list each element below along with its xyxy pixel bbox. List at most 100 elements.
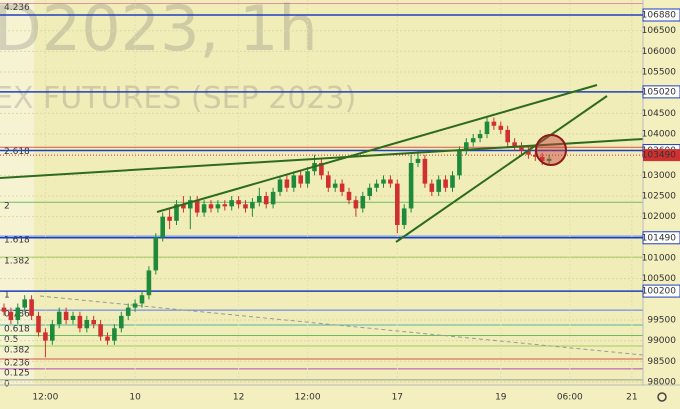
y-tick-label: 104500 [642,109,677,119]
y-tick-label: 99500 [647,316,676,326]
candle-body [353,200,359,209]
candle-body [539,156,545,161]
fib-label: 0.5 [4,335,18,345]
fib-label: 2.618 [4,147,30,157]
candle-body [429,183,435,192]
candle-body [160,216,165,238]
level-box [642,8,680,22]
fib-label: 0.236 [4,358,30,368]
candle-body [229,200,234,207]
candle-body [105,336,110,341]
x-tick-label: 10 [129,393,141,403]
y-tick-label: 104000 [642,130,677,140]
x-tick-label: 06:00 [557,393,583,403]
candle-body [374,183,379,188]
candle-body [381,179,386,184]
y-tick-label: 100500 [642,274,677,284]
candle-body [546,158,552,161]
candle-body [125,307,131,316]
trend-line [156,84,598,213]
candle-body [174,204,179,221]
candle-body [250,202,255,209]
candle-body [236,200,241,205]
fib-label: 2 [4,202,10,212]
level-box [642,85,680,99]
candle-body [208,204,214,209]
axis-group: 98000 98500 99000 99500 100500 101000 102000 10… [32,8,680,403]
candle-body [367,187,372,197]
level-box [642,284,680,298]
candle-body [498,125,504,130]
candle-body [512,142,517,147]
x-tick-label: 17 [392,393,403,403]
x-tick-label: 12:00 [32,393,58,403]
x-tick-label: 12:00 [295,393,321,403]
price-axis [643,0,680,409]
level-label: 101490 [642,233,677,243]
candle-body [112,328,117,341]
y-tick-label: 98500 [647,357,676,367]
candle-body [77,315,83,329]
y-tick-label: 106000 [642,47,677,57]
dashed-trend [39,295,644,356]
candle-body [243,204,248,209]
candle-body [43,332,48,341]
fib-label: 0.382 [4,346,30,356]
candle-body [415,158,421,163]
trend-line [395,95,608,243]
candle-body [277,179,283,192]
level-label: 106880 [642,11,677,21]
fib-label: 0.125 [4,368,30,378]
watermark: EX FUTURES (SEP 2023) [0,81,356,116]
candle-body [91,320,96,325]
candle-body [215,204,221,209]
candle-body [153,237,159,271]
candle-body [119,315,124,329]
current-label: 103490 [642,151,677,161]
candle-body [401,208,407,225]
fib-zone [0,0,34,385]
candle-body [395,183,400,225]
candle-body [339,183,345,192]
candle-body [56,311,62,325]
candle-body [270,191,276,205]
candle-body [263,196,269,205]
candle-body [436,179,441,192]
candle-body [305,171,310,184]
candle-body [484,121,490,135]
fib-label: 1.618 [4,236,30,246]
level-box [642,231,680,245]
candle-body [181,204,186,209]
settings-icon[interactable] [657,392,667,402]
watermark: D2023, 1h [0,0,318,65]
y-tick-label: 105500 [642,68,677,78]
candle-body [139,295,145,304]
candle-body [284,179,290,188]
candle-body [319,162,324,176]
candle-body [443,179,448,188]
plot-area [0,0,643,385]
candle-body [505,129,510,143]
candle-body [15,307,21,321]
candle-body [201,204,207,213]
y-tick-label: 99000 [647,336,676,346]
fib-label: 0 [4,379,10,389]
candle-body [222,204,228,207]
candle-body [346,191,352,201]
y-tick-label: 103000 [642,171,677,181]
x-tick-label: 21 [626,393,637,403]
candle-body [257,196,262,203]
y-tick-label: 98000 [647,378,676,388]
x-tick-label: 12 [233,393,244,403]
candle-body [188,200,193,209]
level-label: 100200 [642,287,677,297]
candle-body [457,150,462,176]
candle-body [450,175,455,188]
y-tick-label: 102500 [642,192,677,202]
fib-label: 4.236 [4,3,30,13]
highlight-circle [535,134,567,166]
fib-label: 0.618 [4,325,30,335]
candle-body [533,154,538,157]
candles-group [1,117,552,358]
candle-body [477,134,483,139]
